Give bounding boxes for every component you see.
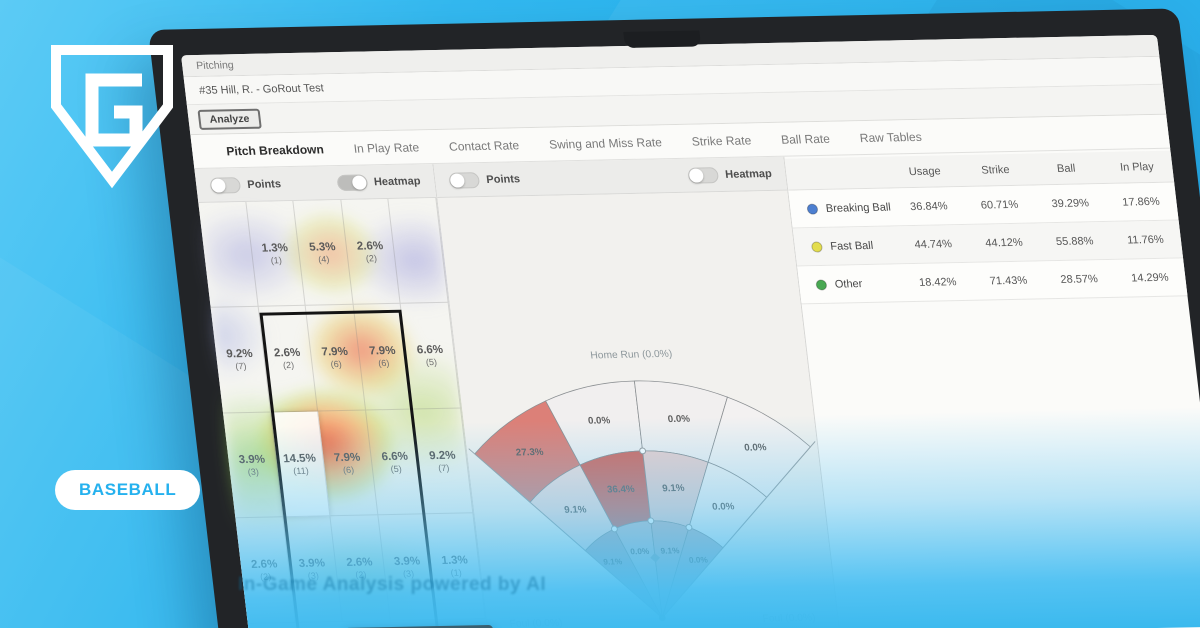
toggle-knob [688, 167, 705, 183]
app-screen: Pitching #35 Hill, R. - GoRout Test Anal… [181, 34, 1200, 628]
background-tagline: In-Game Analysis powered by AI [238, 574, 547, 595]
toggle-knob [449, 172, 466, 188]
toggle-knob [351, 174, 367, 190]
svg-text:9.1%: 9.1% [662, 483, 686, 494]
laptop-mockup: Pitching #35 Hill, R. - GoRout Test Anal… [148, 8, 1200, 628]
tab-strike-rate[interactable]: Strike Rate [690, 132, 752, 149]
col-ball: Ball [1056, 162, 1076, 175]
svg-text:0.0%: 0.0% [630, 546, 651, 556]
svg-text:0.0%: 0.0% [688, 554, 709, 564]
points-toggle-label: Points [246, 177, 282, 191]
col-in-play: In Play [1119, 160, 1155, 174]
table-row[interactable]: Fast Ball 44.74% 44.12% 55.88% 11.76% [793, 220, 1184, 267]
heatmap-toggle-label: Heatmap [373, 174, 422, 188]
svg-text:9.1%: 9.1% [660, 545, 681, 555]
svg-text:0.0%: 0.0% [744, 442, 768, 453]
table-row[interactable]: Breaking Ball 36.84% 60.71% 39.29% 17.86… [788, 182, 1179, 229]
tab-contact-rate[interactable]: Contact Rate [448, 137, 520, 154]
foul-right-label: Foul (0.0%) [762, 613, 816, 625]
other-dot-icon [816, 278, 828, 290]
toggle-knob [210, 177, 227, 193]
svg-text:0.0%: 0.0% [587, 415, 611, 426]
spray-chart: Home Run (0.0%) 27.3% 0.0% 0.0% 0.0% 9.1… [437, 190, 840, 628]
points-toggle[interactable] [209, 176, 242, 194]
svg-text:36.4%: 36.4% [607, 484, 636, 496]
dashboard-content: Points Heatmap 1.3% (1) 5.3% (4) [194, 149, 1200, 628]
fast-ball-dot-icon [811, 241, 823, 253]
tab-ball-rate[interactable]: Ball Rate [780, 131, 831, 147]
brand-logo [46, 40, 178, 192]
tab-pitch-breakdown[interactable]: Pitch Breakdown [225, 141, 325, 158]
pitch-point [639, 447, 647, 455]
spray-chart-svg: Home Run (0.0%) 27.3% 0.0% 0.0% 0.0% 9.1… [468, 349, 816, 628]
home-plate-g-icon [51, 45, 173, 189]
col-strike: Strike [980, 163, 1011, 177]
player-title: #35 Hill, R. - GoRout Test [198, 81, 325, 97]
pitch-rates-table-panel: Usage Strike Ball In Play Breaking Ball … [784, 149, 1200, 628]
pitch-location-toolbar: Points Heatmap [194, 164, 437, 203]
tab-in-play-rate[interactable]: In Play Rate [352, 139, 420, 156]
tab-swing-and-miss-rate[interactable]: Swing and Miss Rate [548, 134, 663, 152]
svg-text:9.1%: 9.1% [603, 556, 624, 566]
foul-left-label: Foul (0.0%) [509, 618, 563, 628]
pitch-point [647, 517, 655, 525]
pitch-point [685, 523, 693, 531]
analyze-button[interactable]: Analyze [197, 108, 262, 130]
svg-text:0.0%: 0.0% [667, 414, 691, 425]
svg-text:9.1%: 9.1% [564, 504, 588, 515]
pitch-point [611, 525, 618, 533]
points-toggle-label: Points [485, 172, 521, 186]
heatmap-toggle-label: Heatmap [724, 167, 773, 181]
heatmap-toggle[interactable] [336, 173, 368, 191]
pitch-rates-table: Usage Strike Ball In Play Breaking Ball … [784, 149, 1188, 305]
breaking-ball-dot-icon [807, 203, 819, 215]
svg-text:27.3%: 27.3% [515, 447, 544, 459]
heatmap-grid: 1.3% (1) 5.3% (4) 2.6% (2) 9.2% (7) 2.6% (2) … [198, 197, 486, 624]
table-row[interactable]: Other 18.42% 71.43% 28.57% 14.29% [797, 258, 1188, 305]
points-toggle[interactable] [448, 171, 481, 189]
col-usage: Usage [908, 164, 942, 178]
svg-text:0.0%: 0.0% [712, 501, 736, 512]
camera-notch [623, 30, 701, 49]
baseball-badge: BASEBALL [55, 470, 201, 510]
spray-chart-panel: Points Heatmap [433, 156, 841, 628]
window-title: Pitching [195, 58, 235, 72]
home-run-label: Home Run (0.0%) [590, 349, 673, 362]
tab-raw-tables[interactable]: Raw Tables [858, 129, 923, 145]
heatmap-toggle[interactable] [687, 166, 720, 184]
